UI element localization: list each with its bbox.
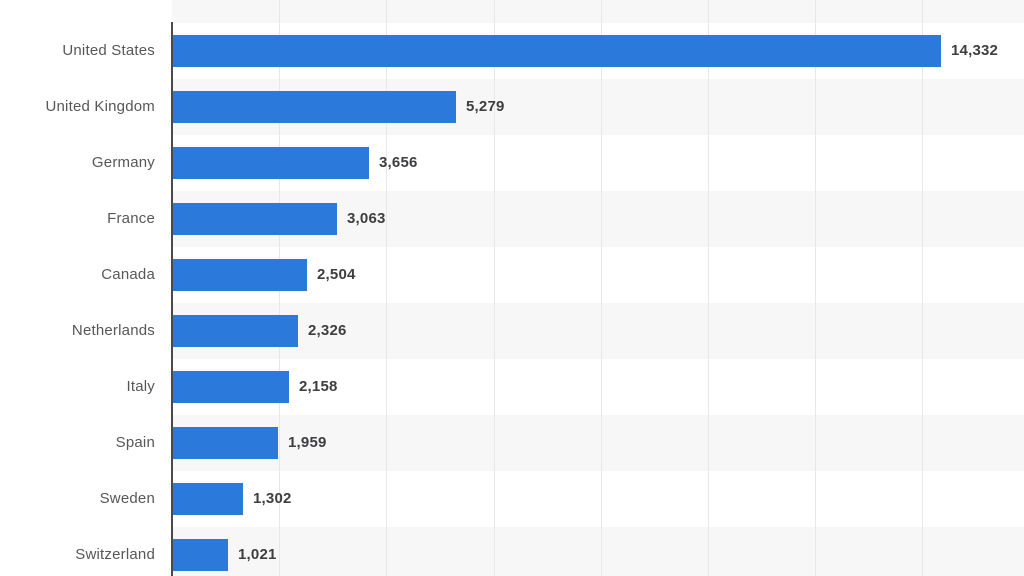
category-label: France	[107, 210, 155, 227]
category-label: Sweden	[99, 490, 155, 507]
bar-value-label: 1,021	[238, 546, 277, 563]
bar	[173, 539, 228, 571]
bar	[173, 35, 941, 67]
category-label: Spain	[115, 434, 155, 451]
bar	[173, 203, 337, 235]
gridline	[708, 0, 709, 576]
bar-value-label: 2,326	[308, 322, 347, 339]
y-axis-line	[171, 22, 173, 576]
gridline	[815, 0, 816, 576]
category-label: United States	[62, 42, 155, 59]
row-band	[172, 471, 1024, 527]
bar-value-label: 14,332	[951, 42, 999, 59]
gridline	[601, 0, 602, 576]
gridline	[922, 0, 923, 576]
bar	[173, 371, 289, 403]
bar-value-label: 1,959	[288, 434, 327, 451]
bar-value-label: 3,063	[347, 210, 386, 227]
bar-value-label: 3,656	[379, 154, 418, 171]
row-band	[172, 0, 1024, 23]
category-label: Switzerland	[75, 546, 155, 563]
category-label: Italy	[126, 378, 155, 395]
category-label: Netherlands	[71, 322, 155, 339]
bar	[173, 427, 278, 459]
bar	[173, 91, 456, 123]
bar-value-label: 2,158	[299, 378, 338, 395]
bar-value-label: 1,302	[253, 490, 292, 507]
bar	[173, 483, 243, 515]
row-band	[172, 303, 1024, 359]
gridline	[494, 0, 495, 576]
bar	[173, 147, 369, 179]
bar-value-label: 5,279	[466, 98, 505, 115]
row-band	[172, 415, 1024, 471]
gridline	[386, 0, 387, 576]
row-band	[172, 527, 1024, 576]
category-label: United Kingdom	[45, 98, 155, 115]
category-label: Germany	[91, 154, 155, 171]
bar	[173, 315, 298, 347]
category-label: Canada	[101, 266, 155, 283]
bar-value-label: 2,504	[317, 266, 356, 283]
bar	[173, 259, 307, 291]
